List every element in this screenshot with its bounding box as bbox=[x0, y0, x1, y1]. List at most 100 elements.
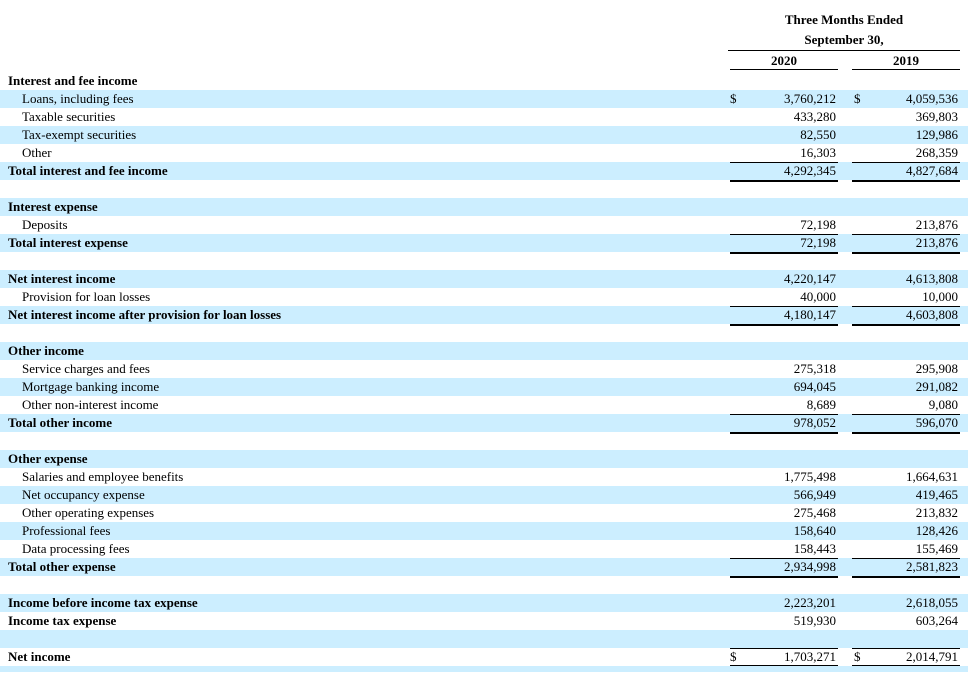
value-2020: 16,303 bbox=[800, 145, 836, 160]
table-row: Total interest and fee income 4,292,345 4,… bbox=[0, 162, 968, 182]
row-label: Net interest income bbox=[8, 271, 116, 286]
table-row: Other non-interest income 8,689 9,080 bbox=[0, 396, 968, 414]
table-row: Taxable securities 433,280 369,803 bbox=[0, 108, 968, 126]
total-rule bbox=[852, 576, 960, 578]
row-label: Service charges and fees bbox=[22, 361, 150, 376]
row-label: Provision for loan losses bbox=[22, 289, 151, 304]
spacer-row bbox=[0, 666, 968, 672]
subtotal-rule bbox=[730, 306, 838, 307]
table-row: Mortgage banking income 694,045 291,082 bbox=[0, 378, 968, 396]
table-row: Provision for loan losses 40,000 10,000 bbox=[0, 288, 968, 306]
table-row: Professional fees 158,640 128,426 bbox=[0, 522, 968, 540]
value-2020: 4,220,147 bbox=[784, 271, 836, 286]
dollar-sign: $ bbox=[730, 91, 737, 106]
table-row: Income before income tax expense 2,223,20… bbox=[0, 594, 968, 612]
value-2019: 419,465 bbox=[915, 487, 958, 502]
value-2020: 158,640 bbox=[793, 523, 836, 538]
value-2019: 155,469 bbox=[915, 541, 958, 556]
row-label: Deposits bbox=[22, 217, 68, 232]
table-row: Net interest income after provision for … bbox=[0, 306, 968, 326]
table-row: Other income bbox=[0, 342, 968, 360]
row-label: Interest expense bbox=[8, 199, 98, 214]
value-2020: 978,052 bbox=[793, 415, 836, 430]
value-2020: 4,180,147 bbox=[784, 307, 836, 322]
spacer-row bbox=[0, 630, 968, 648]
row-label: Other income bbox=[8, 343, 84, 358]
table-row: Net interest income 4,220,147 4,613,808 bbox=[0, 270, 968, 288]
row-label: Loans, including fees bbox=[22, 91, 134, 106]
table-row: Net occupancy expense 566,949 419,465 bbox=[0, 486, 968, 504]
spacer-row bbox=[0, 180, 968, 198]
subtotal-rule bbox=[730, 162, 838, 163]
subtotal-rule bbox=[852, 306, 960, 307]
table-row: Interest and fee income bbox=[0, 72, 968, 90]
value-2020: 72,198 bbox=[800, 235, 836, 250]
spacer-row bbox=[0, 324, 968, 342]
value-2020: 519,930 bbox=[793, 613, 836, 628]
subtotal-rule bbox=[852, 414, 960, 415]
row-label: Net occupancy expense bbox=[22, 487, 145, 502]
total-rule bbox=[730, 324, 838, 326]
value-2019: 4,613,808 bbox=[906, 271, 958, 286]
value-2020: 1,703,271 bbox=[784, 649, 836, 664]
table-row: Other operating expenses 275,468 213,832 bbox=[0, 504, 968, 522]
value-2020: 82,550 bbox=[800, 127, 836, 142]
subtotal-rule bbox=[852, 162, 960, 163]
value-2019: 213,876 bbox=[915, 235, 958, 250]
row-label: Income before income tax expense bbox=[8, 595, 198, 610]
table-row: Tax-exempt securities 82,550 129,986 bbox=[0, 126, 968, 144]
value-2019: 129,986 bbox=[915, 127, 958, 142]
table-row: Deposits 72,198 213,876 bbox=[0, 216, 968, 234]
value-2020: 566,949 bbox=[793, 487, 836, 502]
header-rule bbox=[728, 50, 960, 51]
total-rule bbox=[730, 180, 838, 182]
row-label: Total interest and fee income bbox=[8, 163, 168, 178]
table-row: Interest expense bbox=[0, 198, 968, 216]
row-label: Interest and fee income bbox=[8, 73, 138, 88]
year-2020-rule bbox=[730, 69, 838, 70]
value-2020: 275,468 bbox=[793, 505, 836, 520]
total-rule bbox=[852, 180, 960, 182]
subtotal-rule bbox=[852, 648, 960, 649]
value-2019: 128,426 bbox=[915, 523, 958, 538]
row-label: Total other expense bbox=[8, 559, 116, 574]
table-row: Total other expense 2,934,998 2,581,823 bbox=[0, 558, 968, 578]
value-2019: 603,264 bbox=[915, 613, 958, 628]
table-row: Loans, including fees $ $3,760,212 4,059,53… bbox=[0, 90, 968, 108]
row-label: Tax-exempt securities bbox=[22, 127, 137, 142]
column-group-title: Three Months Ended bbox=[784, 12, 904, 27]
total-rule bbox=[730, 252, 838, 254]
row-label: Taxable securities bbox=[22, 109, 116, 124]
row-label: Net interest income after provision for … bbox=[8, 307, 282, 322]
income-statement-table: Interest and fee income Loans, including … bbox=[0, 72, 968, 672]
spacer-row bbox=[0, 576, 968, 594]
table-row: Other 16,303 268,359 bbox=[0, 144, 968, 162]
subtotal-rule bbox=[730, 234, 838, 235]
row-label: Other operating expenses bbox=[22, 505, 155, 520]
value-2020: 72,198 bbox=[800, 217, 836, 232]
table-row: Salaries and employee benefits 1,775,498 1… bbox=[0, 468, 968, 486]
subtotal-rule bbox=[852, 234, 960, 235]
value-2019: 213,876 bbox=[915, 217, 958, 232]
table-row: Other expense bbox=[0, 450, 968, 468]
subtotal-rule bbox=[730, 414, 838, 415]
value-2019: 268,359 bbox=[915, 145, 958, 160]
total-rule bbox=[852, 432, 960, 434]
value-2019: 596,070 bbox=[915, 415, 958, 430]
subtotal-rule bbox=[852, 558, 960, 559]
value-2019: 2,618,055 bbox=[906, 595, 958, 610]
total-rule bbox=[852, 252, 960, 254]
value-2019: 4,827,684 bbox=[906, 163, 958, 178]
spacer-row bbox=[0, 252, 968, 270]
value-2019: 2,581,823 bbox=[906, 559, 958, 574]
value-2019: 4,059,536 bbox=[906, 91, 958, 106]
total-rule bbox=[730, 576, 838, 578]
row-label: Other non-interest income bbox=[22, 397, 159, 412]
row-label: Income tax expense bbox=[8, 613, 117, 628]
value-2019: 10,000 bbox=[922, 289, 958, 304]
dollar-sign: $ bbox=[854, 91, 861, 106]
table-row: Total other income 978,052 596,070 bbox=[0, 414, 968, 434]
value-2020: 1,775,498 bbox=[784, 469, 836, 484]
value-2019: 1,664,631 bbox=[906, 469, 958, 484]
dollar-sign: $ bbox=[730, 649, 737, 664]
